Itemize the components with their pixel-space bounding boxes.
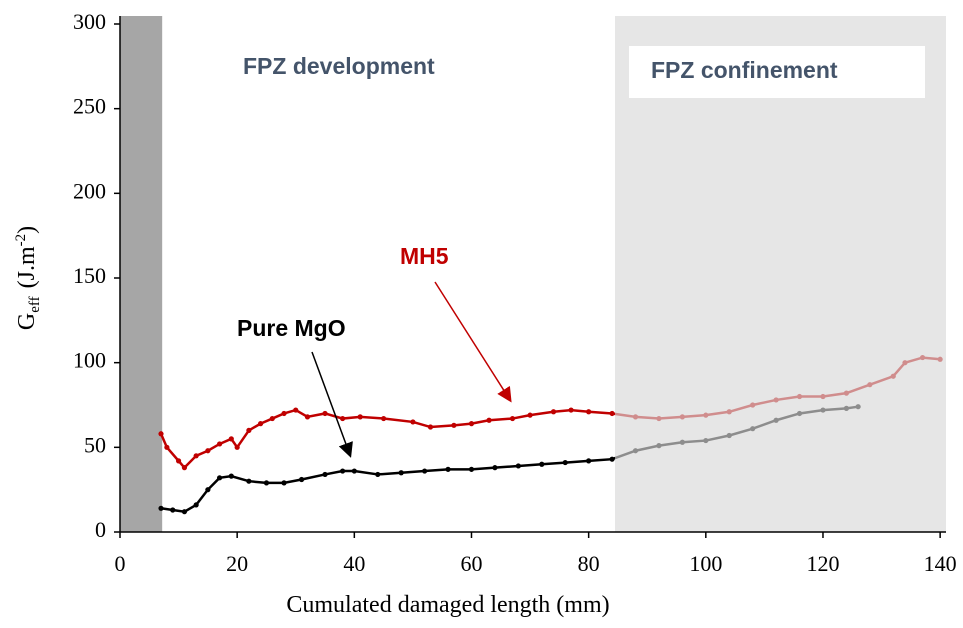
point [175,458,182,464]
point [216,441,223,447]
point [181,509,188,515]
annotation-arrow [434,281,512,403]
point [228,473,234,479]
point [263,480,270,486]
point [427,424,434,430]
y-tick-label: 300 [73,9,106,34]
point [357,414,363,420]
point [527,412,533,418]
y-tick-label: 200 [73,178,106,203]
point [568,407,574,413]
point [515,463,521,469]
y-label-part: (J.m [14,246,40,288]
y-label-part: -2 [13,234,29,247]
y-tick-label: 100 [73,348,106,373]
x-tick-label: 60 [460,551,482,576]
annotation: FPZ development [243,53,435,79]
y-tick-label: 150 [73,263,106,288]
point [539,461,545,467]
point [281,410,287,417]
point [246,478,252,484]
point [158,431,164,437]
y-tick-label: 0 [95,517,106,542]
point [550,409,557,415]
point [164,444,170,450]
point [281,480,287,486]
point [193,453,199,459]
point [234,444,240,450]
point [193,502,199,508]
point [609,456,615,462]
x-tick-label: 120 [806,551,839,576]
point [293,407,299,413]
region-label: FPZ confinement [651,57,838,83]
point [246,427,252,433]
x-tick-label: 20 [226,551,248,576]
point [228,436,234,442]
point [257,421,264,427]
x-tick-label: 0 [115,551,126,576]
point [586,409,592,415]
point [375,471,381,478]
point [340,415,346,422]
label-box [629,46,926,98]
point [322,410,328,417]
y-label-part: G [14,313,40,330]
point [486,417,492,423]
point [468,421,475,427]
x-tick-label: 40 [343,551,365,576]
y-label-part: eff [27,296,43,312]
y-tick-label: 50 [84,432,106,457]
y-label-part: ) [14,226,40,234]
y-tick-label: 250 [73,94,106,119]
series-label: Pure MgO [237,315,346,341]
shaded-region [615,16,946,532]
point [410,419,416,425]
point [451,422,457,428]
point [299,476,305,483]
point [304,414,311,420]
x-tick-label: 100 [689,551,722,576]
x-tick-label: 80 [578,551,600,576]
point [158,505,164,511]
x-tick-label: 140 [924,551,957,576]
annotation-arrow [311,351,353,458]
point [445,466,451,472]
point [422,468,428,474]
point [170,507,176,513]
series-label: MH5 [400,243,449,269]
shaded-region [120,16,163,532]
point [322,471,328,478]
point [492,465,498,471]
point [509,415,516,422]
point [609,410,615,417]
point [205,487,211,493]
point [269,415,275,422]
point [398,470,404,476]
point [468,466,475,472]
point [381,415,387,422]
point [216,475,223,481]
point [340,468,346,474]
point [351,468,357,474]
point [181,465,188,471]
point [586,458,592,464]
x-axis-label: Cumulated damaged length (mm) [286,592,609,618]
point [562,459,568,466]
y-axis-label: Geff (J.m-2) [13,226,43,330]
point [205,448,211,454]
